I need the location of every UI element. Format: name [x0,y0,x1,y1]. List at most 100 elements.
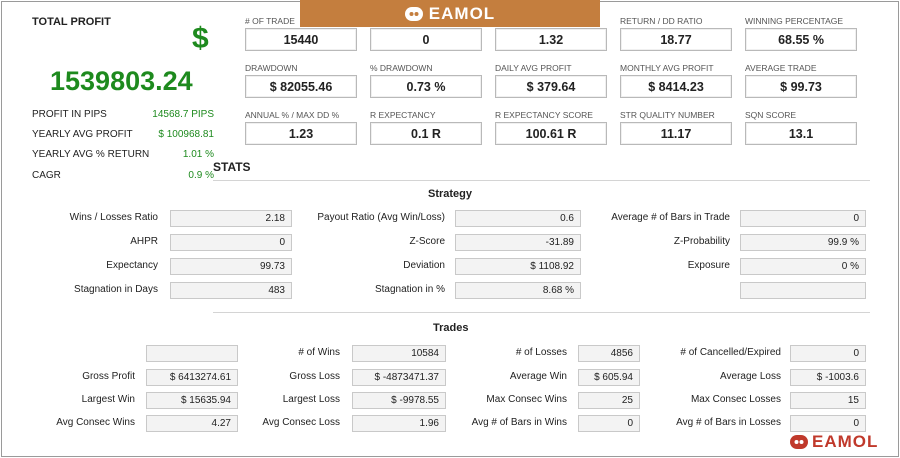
strategy-value: 0 [170,234,292,251]
summary-row-value: 0.9 % [188,170,214,181]
trades-label: # of Losses [515,347,567,358]
metric-value: 11.17 [620,122,732,145]
metric-card: DAILY AVG PROFIT $ 379.64 [495,63,607,98]
metric-label: % DRAWDOWN [370,63,433,73]
strategy-heading: Strategy [428,188,473,200]
strategy-label: Wins / Losses Ratio [69,212,158,223]
metric-label: DAILY AVG PROFIT [495,63,572,73]
metric-value: 68.55 % [745,28,857,51]
metric-card: % DRAWDOWN 0.73 % [370,63,482,98]
metric-card: DRAWDOWN $ 82055.46 [245,63,357,98]
stats-heading: STATS [213,160,251,174]
trades-value: $ -9978.55 [352,392,446,409]
strategy-label: Stagnation in Days [74,284,158,295]
trades-label: Gross Loss [289,371,340,382]
trades-label: Max Consec Losses [690,394,781,405]
metric-card: AVERAGE TRADE $ 99.73 [745,63,857,98]
summary-row: CAGR 0.9 % [32,170,214,181]
summary-row-value: 14568.7 PIPS [152,109,214,120]
trades-label: Largest Win [81,394,135,405]
strategy-value: 483 [170,282,292,299]
profit-summary: TOTAL PROFIT [32,10,214,28]
metric-label: SQN SCORE [745,110,797,120]
metric-card: WINNING PERCENTAGE 68.55 % [745,16,857,51]
total-profit-title: TOTAL PROFIT [32,16,111,28]
summary-row-label: CAGR [32,170,61,181]
trades-value: 0 [790,415,866,432]
divider [213,180,870,181]
strategy-label: AHPR [130,236,158,247]
trades-value: $ 605.94 [578,369,640,386]
metric-value: $ 379.64 [495,75,607,98]
trades-label: Max Consec Wins [486,394,567,405]
strategy-label: Expectancy [106,260,158,271]
brand-logo-text: EAMOL [812,432,879,451]
metric-card: RETURN / DD RATIO 18.77 [620,16,732,51]
strategy-value: 8.68 % [455,282,581,299]
trades-value: 10584 [352,345,446,362]
trades-label: Avg Consec Loss [262,417,340,428]
trades-value [146,345,238,362]
summary-row: PROFIT IN PIPS 14568.7 PIPS [32,109,214,120]
metric-value: 100.61 R [495,122,607,145]
metric-card: 0 [370,16,482,51]
metric-card: ANNUAL % / MAX DD % 1.23 [245,110,357,145]
strategy-label: Stagnation in % [374,284,445,295]
trades-heading: Trades [433,322,469,334]
trades-label: Avg # of Bars in Losses [676,417,781,428]
brand-banner: EAMOL [300,0,600,27]
trades-label: # of Cancelled/Expired [680,347,781,358]
metric-value: 15440 [245,28,357,51]
trades-label: Avg # of Bars in Wins [471,417,567,428]
metric-value: $ 8414.23 [620,75,732,98]
trades-label: # of Wins [298,347,340,358]
trades-value: $ 15635.94 [146,392,238,409]
trades-label: Gross Profit [82,371,135,382]
strategy-label: Exposure [687,260,730,271]
metric-value: 1.23 [245,122,357,145]
trades-value: $ -4873471.37 [352,369,446,386]
currency-symbol: $ [192,22,209,55]
metric-label: STR QUALITY NUMBER [620,110,715,120]
summary-row: YEARLY AVG % RETURN 1.01 % [32,149,214,160]
strategy-label: Z-Probability [673,236,730,247]
metric-card: 1.32 [495,16,607,51]
metric-label: R EXPECTANCY SCORE [495,110,593,120]
strategy-label: Deviation [403,260,445,271]
trades-value: 0 [790,345,866,362]
strategy-value: 99.73 [170,258,292,275]
trades-label: Average Win [509,371,567,382]
strategy-value [740,282,866,299]
metric-card: SQN SCORE 13.1 [745,110,857,145]
summary-row-label: YEARLY AVG % RETURN [32,149,150,160]
metric-label: RETURN / DD RATIO [620,16,703,26]
trades-value: $ 6413274.61 [146,369,238,386]
brand-logo: EAMOL [790,432,878,452]
strategy-value: 0.6 [455,210,581,227]
metric-label: AVERAGE TRADE [745,63,817,73]
metric-card: # OF TRADE 15440 [245,16,357,51]
metric-card: STR QUALITY NUMBER 11.17 [620,110,732,145]
metric-card: MONTHLY AVG PROFIT $ 8414.23 [620,63,732,98]
strategy-value: 2.18 [170,210,292,227]
summary-row-value: 1.01 % [182,149,214,160]
trades-label: Average Loss [720,371,781,382]
metric-value: 0.1 R [370,122,482,145]
trades-value: 0 [578,415,640,432]
total-profit-value: 1539803.24 [50,66,193,96]
metric-value: 1.32 [495,28,607,51]
metric-label: MONTHLY AVG PROFIT [620,63,714,73]
metric-value: $ 82055.46 [245,75,357,98]
trades-label: Avg Consec Wins [56,417,135,428]
trades-value: 15 [790,392,866,409]
divider [213,312,870,313]
metric-label: # OF TRADE [245,16,295,26]
metric-label: DRAWDOWN [245,63,298,73]
metric-card: R EXPECTANCY 0.1 R [370,110,482,145]
summary-row: YEARLY AVG PROFIT $ 100968.81 [32,129,214,140]
metric-value: 0 [370,28,482,51]
metric-label: ANNUAL % / MAX DD % [245,110,340,120]
strategy-value: 0 % [740,258,866,275]
trades-value: 4856 [578,345,640,362]
strategy-value: -31.89 [455,234,581,251]
